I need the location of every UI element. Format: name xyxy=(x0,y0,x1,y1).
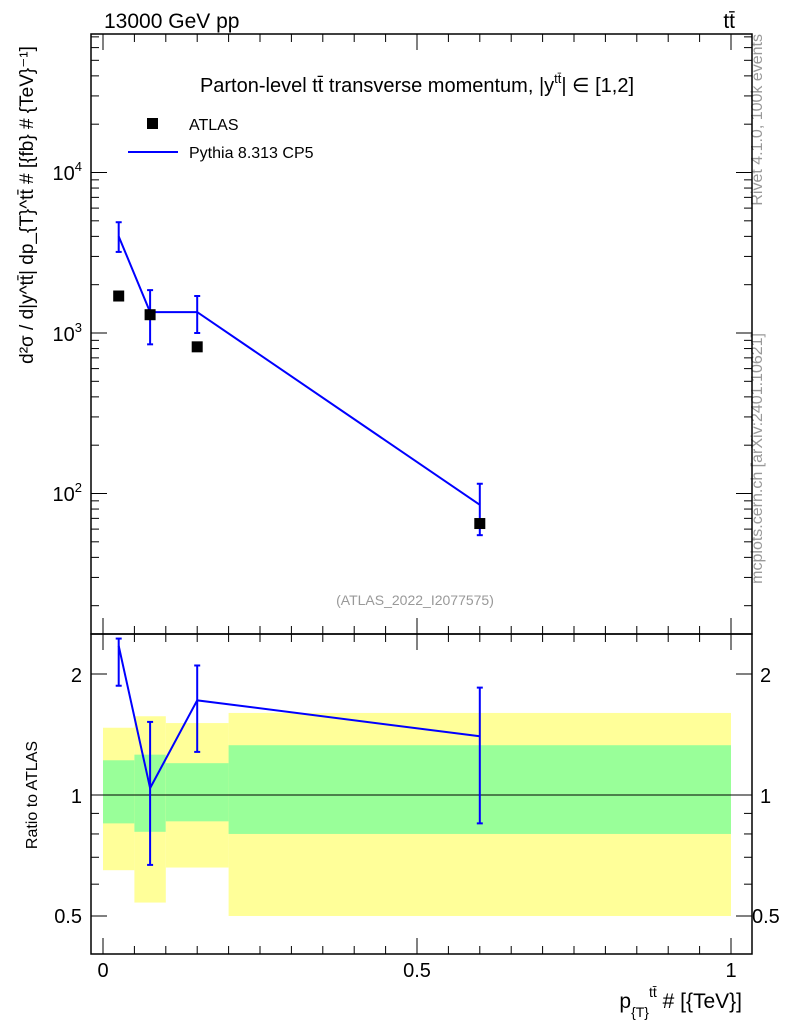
main-y-axis-label: d²σ / d|y^tt̄| dp_{T}^tt̄ # [{fb} # {TeV… xyxy=(17,46,38,364)
ratio-y-tick-2-right: 2 xyxy=(760,665,771,687)
x-axis-label-sub: {T} xyxy=(631,1004,649,1020)
main-title-tail: | ∈ [1,2] xyxy=(561,75,634,97)
ratio-y-tick-05-right: 0.5 xyxy=(752,906,780,928)
atlas-data-point xyxy=(113,290,125,302)
process-label: tt̄ xyxy=(723,10,735,33)
x-axis-label-sup: tt̄ xyxy=(649,984,657,1000)
ratio-mc-group xyxy=(115,637,483,866)
ratio-band-inner xyxy=(165,763,229,822)
ratio-y-axis-label: Ratio to ATLAS xyxy=(24,741,41,849)
main-panel: Parton-level tt̄ transverse momentum, |y… xyxy=(17,33,753,635)
atlas-data-point xyxy=(474,518,486,530)
x-tick-label-0-5: 0.5 xyxy=(403,960,431,982)
ratio-ticks xyxy=(91,634,752,954)
ratio-y-tick-2-left: 2 xyxy=(71,665,82,687)
y-tick-label-1e3: 103 xyxy=(53,320,82,346)
atlas-data-point xyxy=(191,341,203,353)
x-axis-label: p{T}tt̄ # [{TeV}] xyxy=(619,984,742,1020)
ratio-band-inner xyxy=(103,760,135,824)
ratio-y-tick-1-right: 1 xyxy=(760,786,771,808)
legend-marker-atlas xyxy=(147,118,158,129)
ratio-plot-frame xyxy=(90,633,753,955)
source-label: mcplots.cern.ch [arXiv:2401.10621] xyxy=(749,333,766,584)
main-data-group xyxy=(113,290,486,530)
main-ticks xyxy=(91,34,752,634)
legend-label-atlas: ATLAS xyxy=(189,117,239,134)
ratio-mc-line xyxy=(117,645,480,792)
ratio-panel: 2 1 0.5 2 1 0.5 0 0.5 1 Ratio to ATLAS p… xyxy=(24,633,780,1020)
main-title: Parton-level tt̄ transverse momentum, |y… xyxy=(200,71,634,97)
x-tick-label-1: 1 xyxy=(725,960,736,982)
x-axis-label-tail: # [{TeV}] xyxy=(657,990,742,1013)
y-tick-1e3-base: 10 xyxy=(53,324,75,346)
x-tick-label-0: 0 xyxy=(97,960,108,982)
y-tick-label-1e4: 104 xyxy=(53,159,82,185)
ratio-y-tick-05-left: 0.5 xyxy=(54,906,82,928)
y-tick-1e2-base: 10 xyxy=(53,484,75,506)
y-tick-1e2-exp: 2 xyxy=(75,480,82,495)
main-mc-line xyxy=(117,235,481,506)
y-tick-1e4-base: 10 xyxy=(53,163,75,185)
analysis-watermark: (ATLAS_2022_I2077575) xyxy=(336,592,494,608)
rivet-version-label: Rivet 4.1.0, 100k events xyxy=(749,34,766,206)
ratio-y-tick-1-left: 1 xyxy=(71,786,82,808)
y-tick-label-1e2: 102 xyxy=(53,480,82,506)
energy-label: 13000 GeV pp xyxy=(104,10,239,33)
atlas-data-point xyxy=(144,309,156,321)
main-y-tick-labels: 104 103 102 xyxy=(53,159,82,506)
legend-label-pythia: Pythia 8.313 CP5 xyxy=(189,145,314,162)
x-axis-label-main: p xyxy=(619,990,631,1013)
legend: ATLAS Pythia 8.313 CP5 xyxy=(128,117,314,162)
y-tick-1e3-exp: 3 xyxy=(75,320,82,335)
main-mc-group xyxy=(115,221,483,537)
y-tick-1e4-exp: 4 xyxy=(75,159,82,174)
main-title-text: Parton-level tt̄ transverse momentum, |y xyxy=(200,75,554,97)
main-title-sup: tt̄ xyxy=(554,71,562,86)
